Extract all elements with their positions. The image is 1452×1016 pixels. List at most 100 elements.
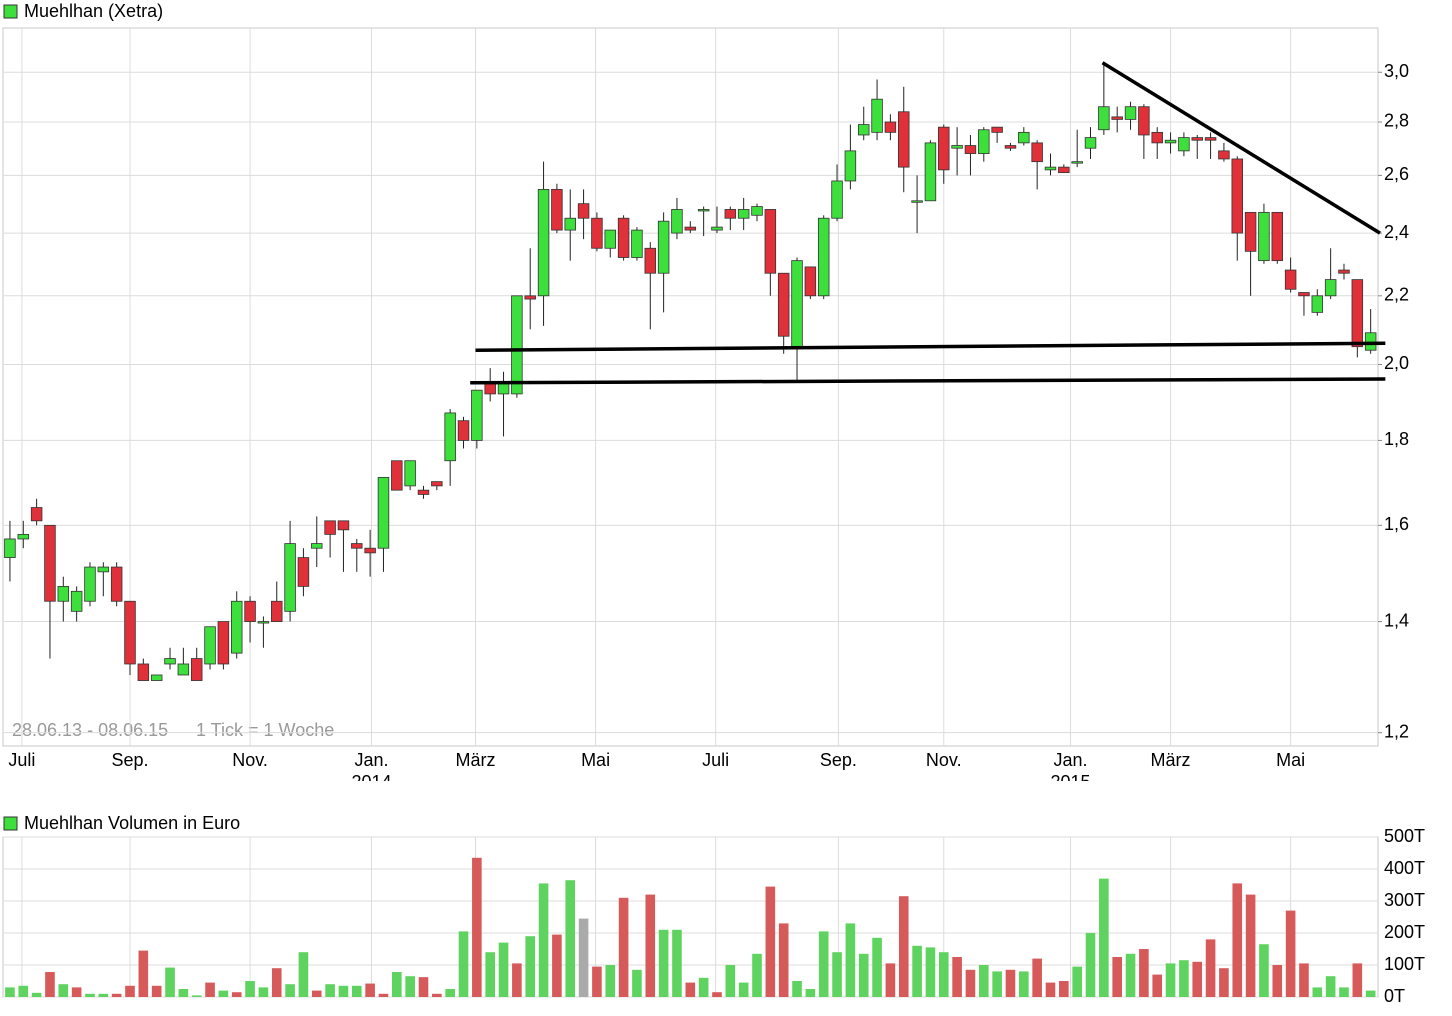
price-legend: Muehlhan (Xetra) xyxy=(24,1,163,21)
volume-bar xyxy=(245,981,255,997)
candle-body xyxy=(110,566,123,602)
candle-body xyxy=(724,209,737,219)
candle-body xyxy=(190,658,203,681)
candle-body xyxy=(471,389,483,441)
candle-body xyxy=(404,460,416,487)
candle-body xyxy=(4,538,16,558)
tick-note: 1 Tick = 1 Woche xyxy=(196,720,334,740)
volume-bar xyxy=(792,981,802,997)
candle-body xyxy=(1018,131,1030,144)
volume-bar xyxy=(98,993,109,997)
candle-body xyxy=(1111,116,1123,120)
candle-body xyxy=(1191,137,1203,141)
y-tick-label: 2,8 xyxy=(1384,111,1409,131)
candle-body xyxy=(751,206,763,216)
candle-body xyxy=(97,566,110,573)
candle-body xyxy=(1271,211,1284,262)
candle-body xyxy=(1004,145,1017,149)
candle-body xyxy=(711,226,723,231)
x-tick-label: Mai xyxy=(1276,750,1305,770)
candle-body xyxy=(777,272,790,337)
candle-body xyxy=(431,481,443,487)
candle-body xyxy=(1138,106,1150,136)
volume-bar xyxy=(952,957,962,997)
candle-body xyxy=(1044,166,1057,171)
candle-body xyxy=(1071,161,1083,164)
x-tick-label: Juli xyxy=(702,750,729,770)
volume-bar xyxy=(1285,910,1296,997)
candle-body xyxy=(297,557,310,587)
y-tick-label: 500T xyxy=(1384,826,1425,846)
volume-bar xyxy=(578,918,589,997)
candle-body xyxy=(271,600,283,622)
volume-bar xyxy=(1152,974,1163,997)
volume-bar xyxy=(1312,987,1323,997)
volume-bar xyxy=(698,977,709,997)
trend-line xyxy=(470,377,1386,385)
volume-bar xyxy=(378,993,389,997)
candle-body xyxy=(497,382,510,395)
volume-bar xyxy=(592,966,602,997)
volume-bar xyxy=(725,965,736,997)
y-tick-label: 200T xyxy=(1384,922,1425,942)
volume-bar xyxy=(485,952,495,997)
y-tick-label: 300T xyxy=(1384,890,1425,910)
volume-bar xyxy=(365,983,375,997)
y-tick-label: 2,0 xyxy=(1384,353,1409,373)
candle-body xyxy=(604,229,616,249)
volume-bar xyxy=(1125,953,1136,997)
volume-bar xyxy=(392,972,402,997)
volume-bar xyxy=(1245,894,1256,997)
trend-line xyxy=(475,341,1386,352)
candle-body xyxy=(1098,106,1110,131)
volume-bar xyxy=(805,989,816,997)
volume-bar xyxy=(351,985,362,997)
volume-bar xyxy=(858,953,869,997)
candle-body xyxy=(1244,211,1257,252)
volume-bar xyxy=(738,982,749,997)
volume-bar xyxy=(138,950,149,997)
volume-bar xyxy=(1032,958,1042,997)
volume-bar xyxy=(818,931,829,997)
candle-body xyxy=(377,476,390,549)
candle-body xyxy=(617,217,630,258)
volume-bar xyxy=(1259,944,1269,997)
candle-body xyxy=(150,674,163,681)
volume-bar xyxy=(925,947,936,997)
candle-body xyxy=(391,460,403,491)
candle-body xyxy=(1058,166,1070,174)
volume-bar xyxy=(151,985,162,997)
candle-body xyxy=(417,489,430,495)
volume-bar xyxy=(165,967,175,997)
candle-body xyxy=(978,129,990,154)
volume-bar xyxy=(432,993,442,997)
volume-bar xyxy=(298,952,309,997)
candle-body xyxy=(964,145,977,154)
volume-bar xyxy=(418,977,429,997)
y-tick-label: 2,2 xyxy=(1384,285,1409,305)
year-label: 2015 xyxy=(1050,772,1090,792)
candle-body xyxy=(1338,269,1350,274)
volume-bar xyxy=(898,896,909,997)
x-tick-label: Jan. xyxy=(1053,750,1087,770)
volume-bar xyxy=(1045,982,1056,997)
y-tick-label: 1,8 xyxy=(1384,429,1409,449)
volume-bar xyxy=(765,886,776,997)
volume-bar xyxy=(325,984,335,997)
candle-body xyxy=(230,600,243,654)
x-tick-label: Mai xyxy=(581,750,610,770)
volume-bar xyxy=(912,945,922,997)
volume-bar xyxy=(1085,933,1096,997)
candle-body xyxy=(84,566,96,602)
volume-bar xyxy=(1059,981,1069,997)
candle-body xyxy=(1151,131,1163,144)
volume-bar xyxy=(71,987,82,997)
volume-bar xyxy=(565,880,576,997)
volume-bar xyxy=(1299,963,1309,997)
volume-bar xyxy=(1232,883,1243,997)
volume-bar xyxy=(538,883,549,997)
volume-bar xyxy=(285,984,295,997)
candle-body xyxy=(1124,106,1137,120)
volume-bar xyxy=(618,897,629,997)
